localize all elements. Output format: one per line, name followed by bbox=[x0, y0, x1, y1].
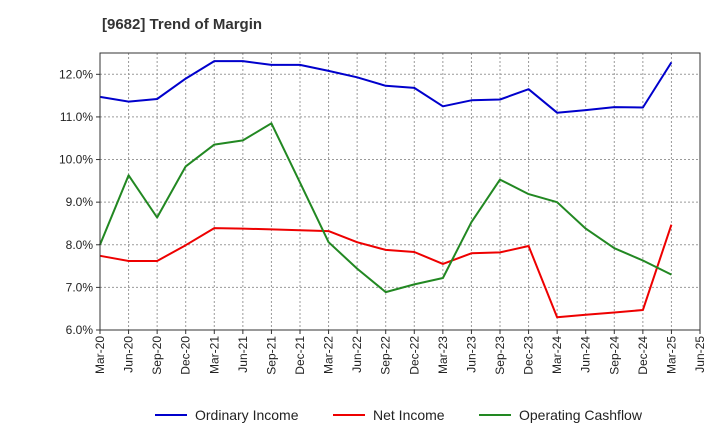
legend-label-ordinary-income: Ordinary Income bbox=[195, 407, 299, 423]
x-tick-label: Mar-21 bbox=[207, 336, 221, 374]
x-tick-label: Jun-21 bbox=[236, 336, 250, 373]
series-line-operating-cashflow bbox=[99, 122, 672, 294]
x-tick-label: Jun-24 bbox=[579, 336, 593, 373]
x-tick-label: Sep-20 bbox=[150, 336, 164, 375]
x-tick-label: Dec-22 bbox=[407, 336, 421, 375]
x-tick-label: Jun-23 bbox=[464, 336, 478, 373]
x-tick-label: Dec-21 bbox=[293, 336, 307, 375]
x-tick-label: Sep-21 bbox=[264, 336, 278, 375]
x-tick-label: Jun-25 bbox=[693, 336, 707, 373]
x-tick-label: Jun-22 bbox=[350, 336, 364, 373]
x-tick-label: Dec-20 bbox=[179, 336, 193, 375]
x-tick-label: Mar-23 bbox=[436, 336, 450, 374]
x-tick-label: Dec-23 bbox=[522, 336, 536, 375]
y-tick-label: 8.0% bbox=[66, 238, 94, 252]
legend: Ordinary Income Net Income Operating Cashf… bbox=[155, 407, 643, 423]
y-tick-label: 10.0% bbox=[59, 153, 93, 167]
legend-label-net-income: Net Income bbox=[373, 407, 445, 423]
x-tick-label: Mar-24 bbox=[550, 336, 564, 374]
chart-title: [9682] Trend of Margin bbox=[102, 16, 263, 33]
x-tick-label: Jun-20 bbox=[122, 336, 136, 373]
y-tick-label: 7.0% bbox=[66, 280, 94, 294]
x-tick-label: Sep-23 bbox=[493, 336, 507, 375]
x-tick-label: Mar-20 bbox=[93, 336, 107, 374]
x-tick-label: Mar-22 bbox=[322, 336, 336, 374]
legend-label-operating-cashflow: Operating Cashflow bbox=[519, 407, 643, 423]
y-tick-label: 11.0% bbox=[60, 110, 93, 124]
series-lines bbox=[99, 60, 673, 319]
x-tick-label: Sep-24 bbox=[607, 336, 621, 375]
y-axis-ticks: 6.0% 7.0% 8.0% 9.0% 10.0% 11.0% 12.0% bbox=[59, 67, 100, 337]
x-tick-label: Dec-24 bbox=[636, 336, 650, 375]
y-tick-label: 12.0% bbox=[59, 67, 93, 81]
series-line-ordinary-income bbox=[99, 60, 673, 114]
series-line-net-income bbox=[99, 224, 673, 319]
x-tick-label: Mar-25 bbox=[664, 336, 678, 374]
y-tick-label: 9.0% bbox=[66, 195, 94, 209]
y-tick-label: 6.0% bbox=[66, 323, 94, 337]
plot-area-frame bbox=[99, 52, 701, 331]
x-tick-label: Sep-22 bbox=[379, 336, 393, 375]
x-axis-ticks: Mar-20 Jun-20 Sep-20 Dec-20 Mar-21 Jun-21 Sep-… bbox=[93, 330, 707, 375]
